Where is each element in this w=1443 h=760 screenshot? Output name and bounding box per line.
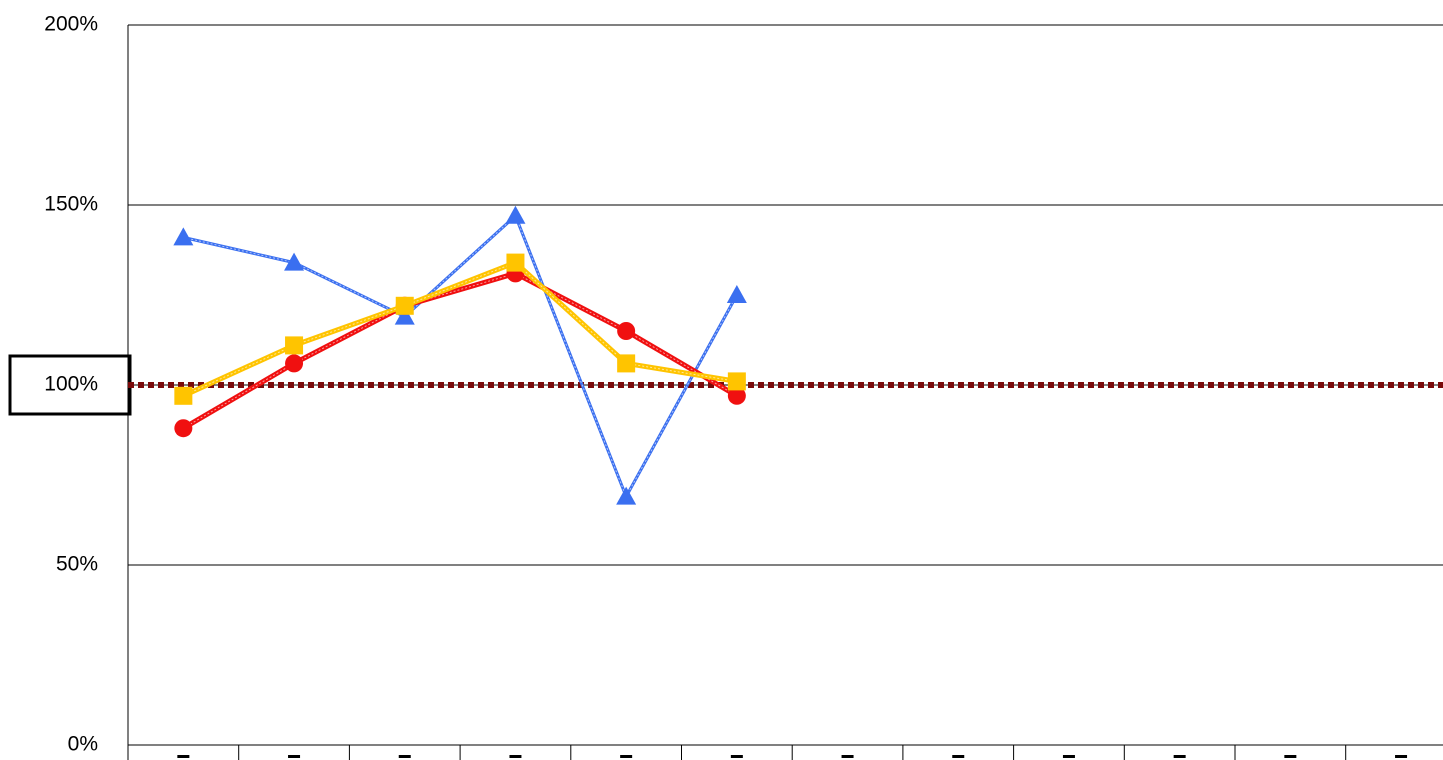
category-label-stub bbox=[620, 755, 633, 758]
marker bbox=[285, 354, 304, 373]
category-label-stub bbox=[841, 755, 854, 758]
y-tick-label: 50% bbox=[56, 553, 98, 576]
category-label-stub bbox=[1284, 755, 1297, 758]
y-tick-label: 200% bbox=[44, 13, 98, 36]
category-label-stub bbox=[952, 755, 965, 758]
category-label-stub bbox=[288, 755, 301, 758]
marker bbox=[727, 386, 746, 405]
marker bbox=[285, 336, 304, 355]
marker bbox=[506, 253, 525, 272]
marker bbox=[174, 419, 193, 438]
y-tick-label: 0% bbox=[68, 733, 98, 756]
category-label-stub bbox=[177, 755, 190, 758]
marker bbox=[727, 372, 746, 391]
marker bbox=[284, 252, 305, 271]
marker bbox=[617, 354, 636, 373]
series-line-highlight bbox=[183, 272, 738, 429]
marker bbox=[616, 486, 637, 505]
marker bbox=[173, 227, 194, 246]
marker bbox=[505, 205, 526, 224]
marker bbox=[394, 306, 415, 325]
category-label-stub bbox=[509, 755, 522, 758]
marker bbox=[617, 322, 636, 340]
category-label-stub bbox=[398, 755, 411, 758]
category-label-stub bbox=[1062, 755, 1075, 758]
y-tick-label: 100% bbox=[44, 373, 98, 396]
category-label-stub bbox=[730, 755, 743, 758]
series-line bbox=[183, 214, 739, 499]
category-label-stub bbox=[1173, 755, 1186, 758]
series-line-highlight bbox=[183, 262, 737, 397]
y-tick-label: 150% bbox=[44, 193, 98, 216]
marker bbox=[395, 296, 414, 315]
series-line bbox=[182, 270, 739, 431]
category-label-stub bbox=[1395, 755, 1408, 758]
marker bbox=[174, 386, 193, 405]
series-line bbox=[182, 260, 738, 399]
marker bbox=[726, 285, 747, 303]
